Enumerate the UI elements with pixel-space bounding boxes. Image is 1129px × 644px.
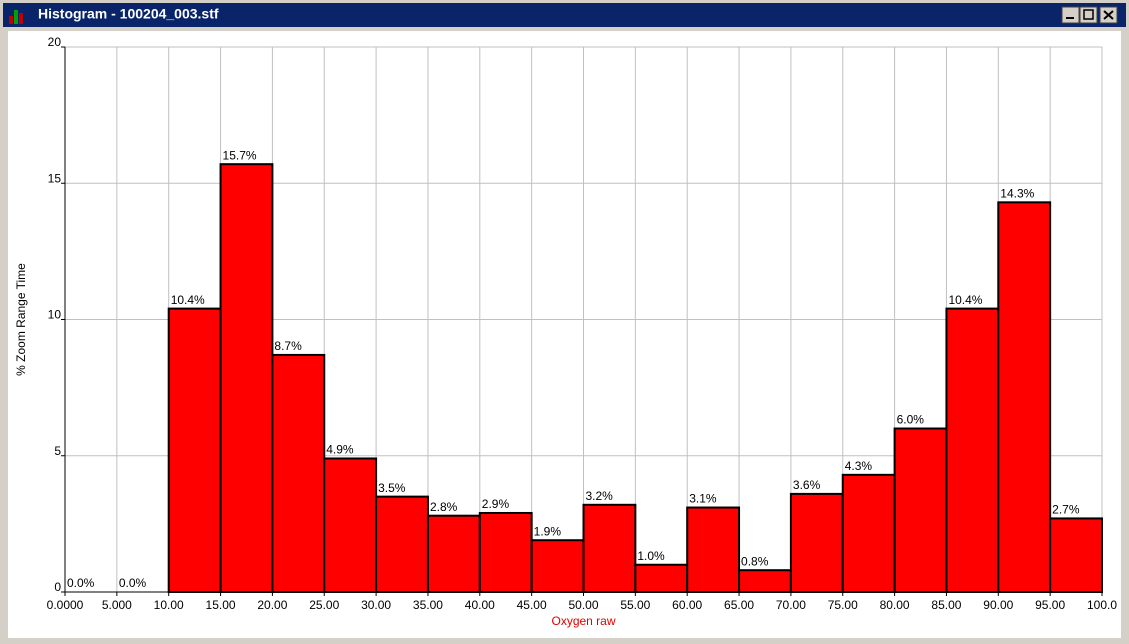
data-label: 2.7% <box>1052 503 1080 517</box>
x-tick-label: 65.00 <box>724 598 754 612</box>
app-icon <box>9 10 23 24</box>
minimize-button[interactable] <box>1061 6 1080 24</box>
data-label: 0.0% <box>119 576 147 590</box>
data-label: 6.0% <box>897 413 925 427</box>
data-label: 4.9% <box>326 443 354 457</box>
data-label: 8.7% <box>274 339 302 353</box>
window-title: Histogram - 100204_003.stf <box>38 6 219 22</box>
bar <box>167 307 222 593</box>
data-label: 3.6% <box>793 478 821 492</box>
x-tick-label: 30.00 <box>361 598 391 612</box>
bar <box>686 506 741 593</box>
bar <box>1049 517 1104 593</box>
data-label: 4.3% <box>845 459 873 473</box>
bar <box>478 511 533 593</box>
y-axis-label: % Zoom Range Time <box>14 263 28 376</box>
data-label: 14.3% <box>1000 186 1034 200</box>
data-label: 1.9% <box>534 524 562 538</box>
x-tick-label: 45.00 <box>517 598 547 612</box>
data-label: 1.0% <box>637 549 665 563</box>
data-label: 10.4% <box>171 293 205 307</box>
title-bar <box>3 3 1126 27</box>
x-tick-label: 70.00 <box>776 598 806 612</box>
bar <box>997 201 1052 593</box>
data-label: 0.0% <box>67 576 95 590</box>
data-label: 3.1% <box>689 492 717 506</box>
x-tick-label: 40.00 <box>465 598 495 612</box>
y-tick-label: 15 <box>48 171 62 185</box>
x-tick-label: 90.00 <box>983 598 1013 612</box>
y-tick-label: 20 <box>48 35 62 49</box>
y-tick-label: 0 <box>54 580 61 594</box>
x-tick-label: 75.00 <box>828 598 858 612</box>
x-tick-label: 100.0 <box>1087 598 1117 612</box>
y-tick-label: 5 <box>54 444 61 458</box>
x-tick-label: 95.00 <box>1035 598 1065 612</box>
x-tick-label: 55.00 <box>620 598 650 612</box>
bar <box>219 163 274 594</box>
data-label: 10.4% <box>948 293 982 307</box>
x-tick-label: 5.000 <box>102 598 132 612</box>
bar <box>893 427 948 593</box>
data-label: 15.7% <box>223 148 257 162</box>
bar <box>582 503 637 593</box>
data-label: 3.5% <box>378 481 406 495</box>
x-tick-label: 0.0000 <box>47 598 84 612</box>
bar <box>789 492 844 593</box>
x-axis-label: Oxygen raw <box>551 614 615 628</box>
data-label: 0.8% <box>741 554 769 568</box>
bar <box>375 495 429 593</box>
x-tick-label: 35.00 <box>413 598 443 612</box>
bar <box>323 457 378 593</box>
chart: 0 5 10 15 20 0.0000 5.000 10.00 15.00 20.00 25.00 3… <box>14 35 1117 628</box>
x-tick-label: 25.00 <box>309 598 339 612</box>
x-tick-label: 10.00 <box>154 598 184 612</box>
data-label: 3.2% <box>586 489 614 503</box>
bar <box>426 514 481 594</box>
bar <box>945 307 1000 593</box>
y-tick-label: 10 <box>48 308 62 322</box>
bar <box>634 563 689 593</box>
x-tick-label: 80.00 <box>880 598 910 612</box>
x-tick-label: 50.00 <box>568 598 598 612</box>
bar <box>841 473 896 594</box>
bar <box>271 353 326 593</box>
x-tick-label: 85.00 <box>931 598 961 612</box>
close-button[interactable] <box>1099 6 1118 24</box>
maximize-button[interactable] <box>1079 6 1098 24</box>
data-label: 2.9% <box>482 497 510 511</box>
bar <box>738 569 792 594</box>
x-tick-label: 15.00 <box>206 598 236 612</box>
x-tick-label: 60.00 <box>672 598 702 612</box>
bar <box>530 539 585 593</box>
x-tick-label: 20.00 <box>257 598 287 612</box>
data-label: 2.8% <box>430 500 458 514</box>
